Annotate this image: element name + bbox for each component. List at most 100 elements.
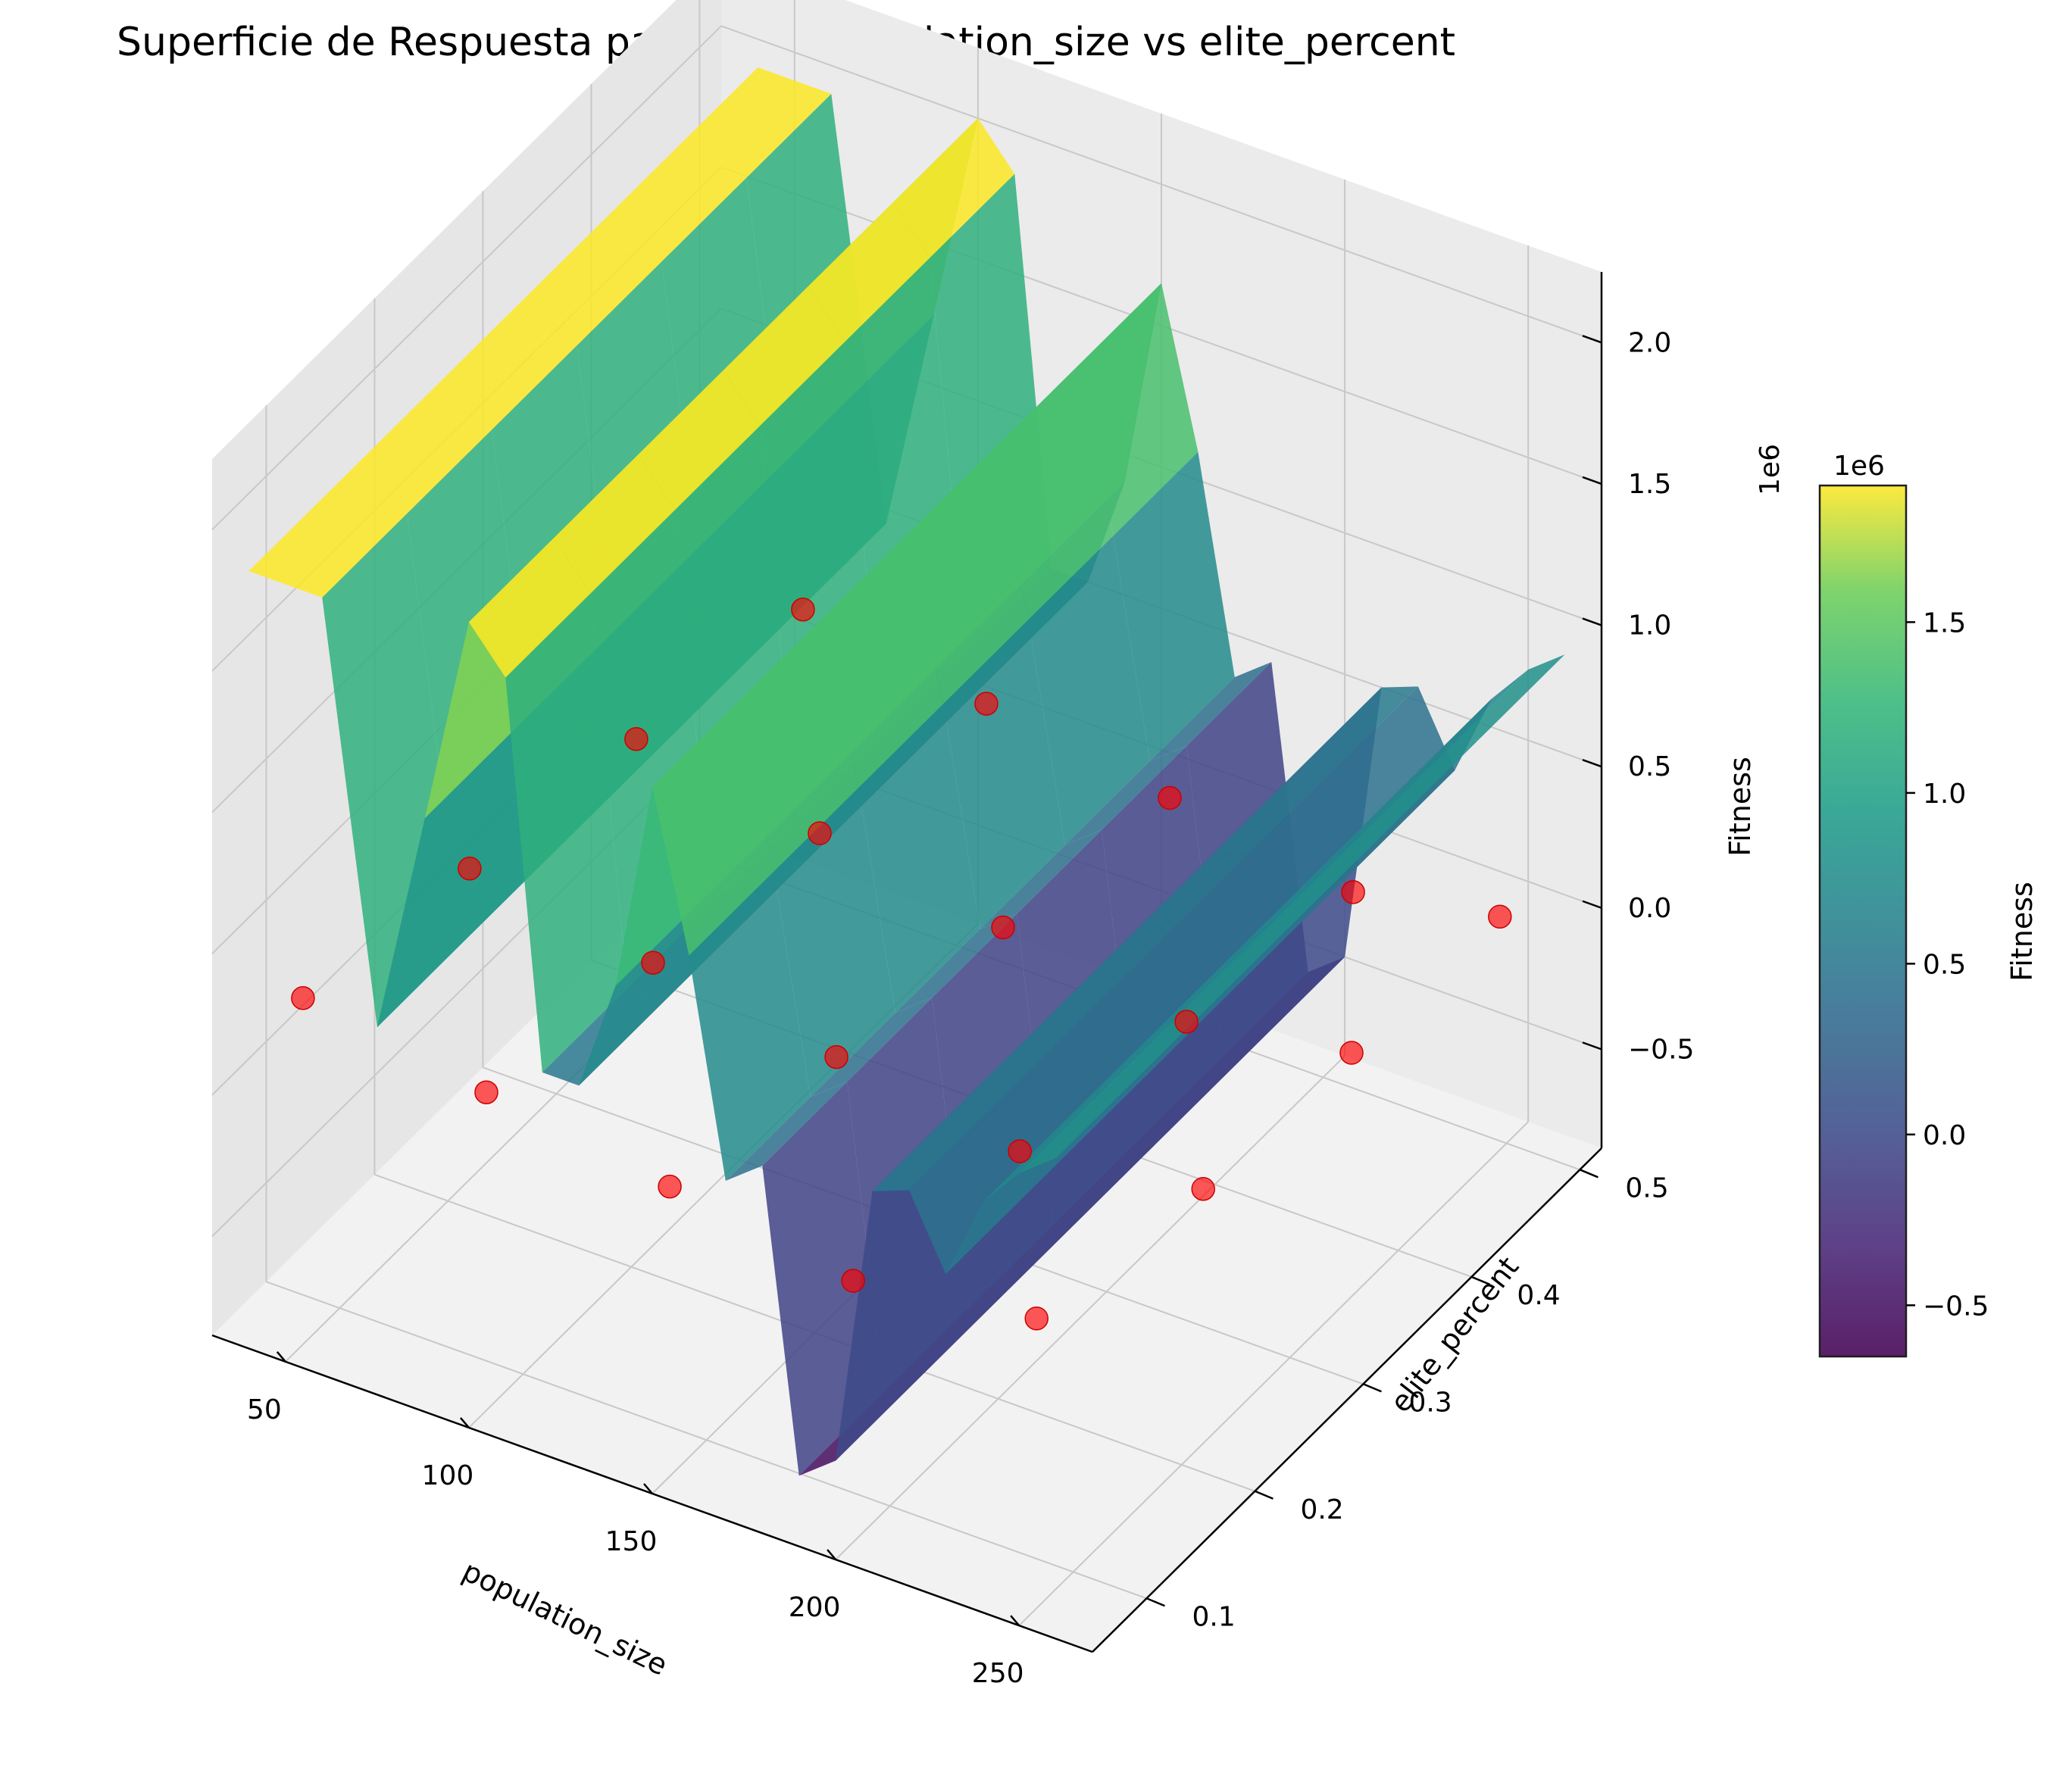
surface-facet [652, 703, 774, 956]
surface-facet [858, 704, 980, 1013]
surface-facet [377, 734, 510, 1028]
y-tick-label: 0.3 [1408, 1387, 1452, 1418]
surface-facet [1189, 906, 1311, 1006]
surface-facet [957, 1022, 1079, 1107]
surface-facet [673, 67, 832, 178]
sample-point [974, 692, 998, 716]
surface-facet [1064, 745, 1187, 845]
y-tick-label: 0.5 [1625, 1172, 1668, 1204]
y-tick-mark [1362, 1383, 1382, 1393]
sample-point [824, 1044, 848, 1069]
surface-facet [588, 151, 747, 262]
y-tick-label: 0.4 [1517, 1280, 1560, 1311]
response-surface [248, 67, 1565, 1476]
sample-point [808, 821, 832, 845]
surface-facet [1296, 686, 1418, 772]
x-tick-label: 50 [247, 1394, 282, 1425]
surface-facet [737, 619, 859, 872]
surface-facet [638, 370, 761, 510]
surface-facet [895, 913, 1017, 1013]
surface-facet [908, 1106, 1031, 1275]
sample-point [1339, 1041, 1364, 1065]
grid-line [1018, 1121, 1529, 1626]
surface-facet [553, 454, 676, 594]
surface-facet [1077, 283, 1199, 536]
y-tick-mark [1146, 1597, 1165, 1607]
surface-facet [1321, 753, 1444, 867]
surface-facet [1333, 686, 1455, 854]
x-tick-label: 200 [789, 1592, 841, 1623]
y-axis-line [1092, 1147, 1602, 1653]
colorbar: 1e6 Fitness −0.5 0.0 0.5 1.0 1.5 [1818, 451, 2039, 1358]
sample-point [1008, 1139, 1032, 1163]
z-tick-label: 0.0 [1628, 893, 1671, 924]
surface-facet [1211, 770, 1333, 856]
colorbar-tick-label: 1.5 [1923, 607, 1966, 638]
colorbar-tick-label: 1.0 [1923, 779, 1966, 810]
surface-facet [1406, 670, 1529, 783]
colorbar-label: Fitness [2005, 882, 2039, 982]
y-tick-mark [1579, 1169, 1599, 1179]
sample-point [1191, 1176, 1215, 1201]
z-tick-mark [1582, 1041, 1602, 1051]
surface-facet [808, 202, 930, 342]
z-tick-label: 1.5 [1628, 469, 1671, 500]
sample-point [641, 951, 665, 975]
z-tick-label: 2.0 [1628, 327, 1671, 358]
sample-point [458, 857, 482, 881]
surface-facet [1067, 1005, 1189, 1119]
sample-points [291, 597, 1512, 1331]
z-tick-label: −0.5 [1628, 1034, 1694, 1065]
surface-facet [248, 487, 408, 598]
surface-facet [943, 620, 1065, 929]
axis-lines [211, 272, 1603, 1653]
surface-facet [725, 1082, 848, 1181]
sample-point [1158, 785, 1182, 810]
surface-facet [505, 593, 627, 1072]
colorbar-tick-label: 0.5 [1923, 949, 1966, 980]
sample-point [291, 986, 315, 1010]
z-tick-mark [1582, 758, 1602, 768]
x-tick-label: 150 [605, 1526, 658, 1557]
surface-facet [1152, 921, 1274, 1035]
colorbar-tick-label: −0.5 [1923, 1291, 1989, 1322]
surface-facet [579, 901, 701, 1086]
grid-line [720, 25, 1602, 344]
colorbar-tick-label: 0.0 [1923, 1120, 1966, 1151]
surface-facet [1078, 938, 1201, 1107]
z-axis-label: Fitness [1724, 757, 1757, 857]
surface-facet [810, 998, 933, 1097]
x-tick-label: 250 [972, 1658, 1024, 1689]
surface-facet [1149, 662, 1272, 761]
surface-facet [1019, 1074, 1141, 1173]
surface-facet [418, 319, 577, 430]
x-axis-label: population_size [458, 1554, 673, 1682]
colorbar-gradient [1818, 484, 1908, 1358]
z-axis-offset-label: 1e6 [1755, 444, 1786, 495]
y-tick-label: 0.2 [1300, 1494, 1343, 1525]
surface-facet [1274, 822, 1395, 922]
surface-facet [689, 871, 811, 1181]
y-tick-mark [1470, 1275, 1490, 1285]
surface-facet [468, 538, 591, 678]
sample-point [1024, 1307, 1049, 1331]
x-tick-label: 100 [422, 1460, 474, 1491]
x-tick-mark [1010, 1615, 1020, 1626]
surface-facet [980, 829, 1102, 929]
sample-point [841, 1269, 865, 1293]
tick-labels: 50 100 150 200 250 0.1 0.2 0.3 0.4 0.5 −0.5 0.0 0.5 1… [247, 327, 1694, 1689]
surface-facet [1127, 854, 1249, 940]
surface-facet [1163, 854, 1286, 1023]
sample-point [1341, 880, 1365, 904]
surface-facet [723, 286, 845, 426]
surface-facet [333, 403, 492, 514]
surface-facet [1248, 770, 1370, 938]
surface-facet [872, 1106, 994, 1191]
grid-line [211, 25, 722, 531]
z-tick-label: 1.0 [1628, 610, 1671, 642]
sample-point [658, 1174, 682, 1199]
grid-line [266, 1281, 1147, 1600]
sample-point [991, 915, 1015, 940]
